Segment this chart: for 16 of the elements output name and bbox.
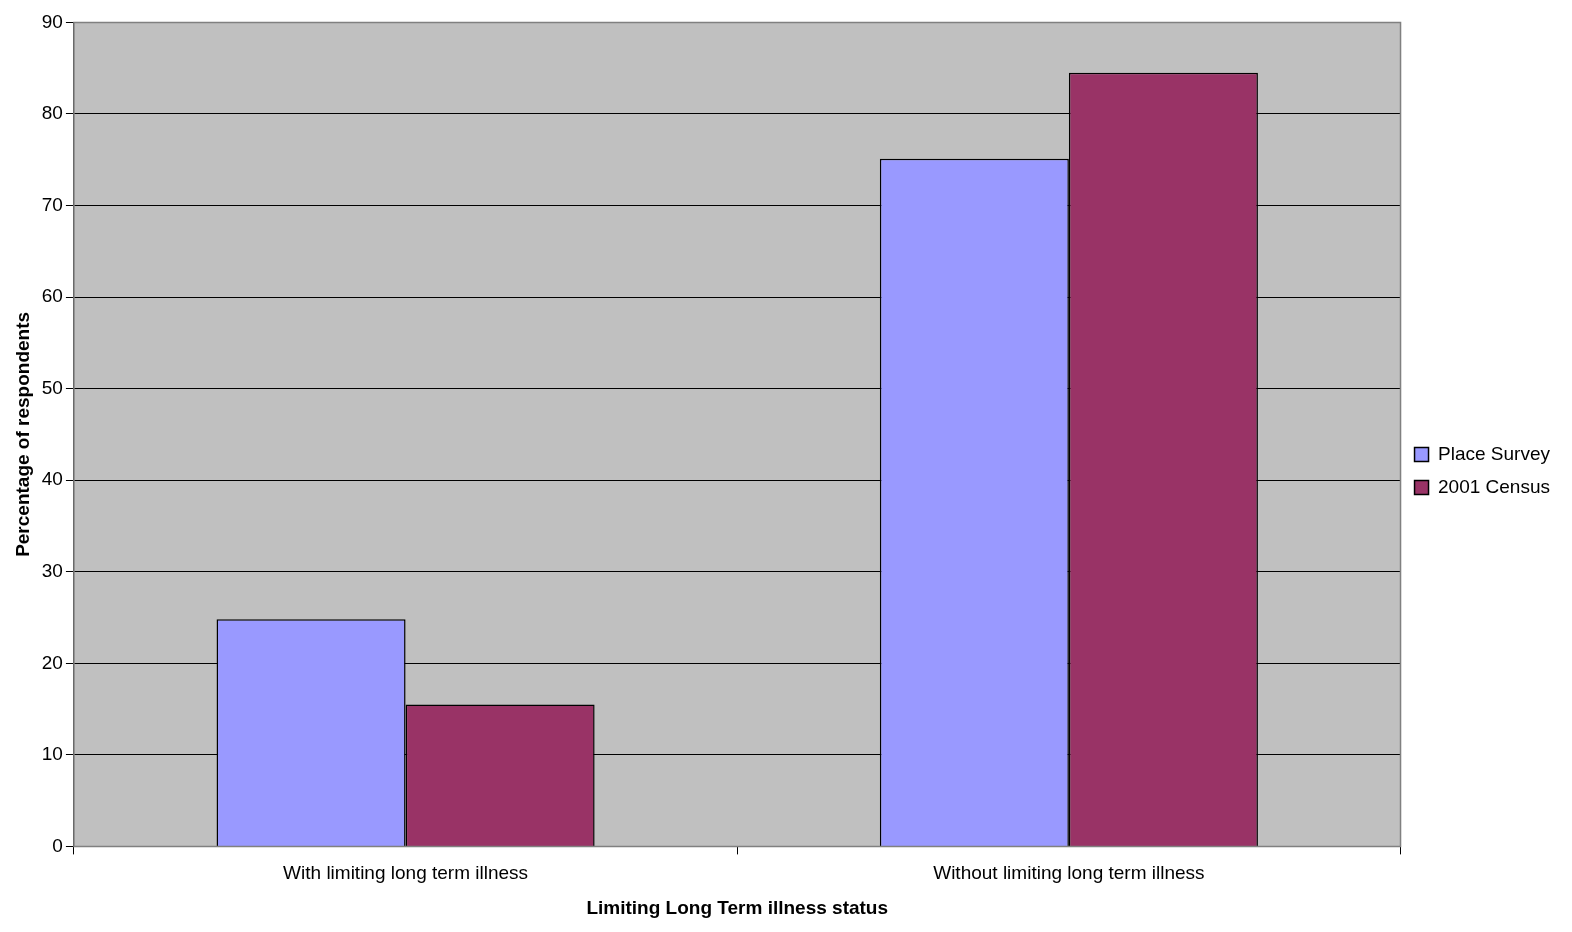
x-tick-label: Without limiting long term illness xyxy=(933,862,1205,884)
x-tick-label: With limiting long term illness xyxy=(283,862,529,884)
y-tick-label: 50 xyxy=(41,376,63,398)
y-tick-label: 30 xyxy=(41,559,63,581)
y-tick-label: 80 xyxy=(41,102,63,124)
y-tick-label: 40 xyxy=(41,468,63,490)
y-tick-label: 90 xyxy=(41,10,63,32)
y-tick-label: 10 xyxy=(41,743,63,765)
legend-label: Place Survey xyxy=(1438,442,1551,464)
y-axis-title: Percentage of respondents xyxy=(11,311,33,557)
legend-label: 2001 Census xyxy=(1438,475,1550,497)
y-tick-label: 60 xyxy=(41,285,63,307)
y-tick-label: 20 xyxy=(41,651,63,673)
x-axis-title: Limiting Long Term illness status xyxy=(586,896,889,918)
y-tick-label: 0 xyxy=(52,834,63,856)
y-tick-label: 70 xyxy=(41,193,63,215)
